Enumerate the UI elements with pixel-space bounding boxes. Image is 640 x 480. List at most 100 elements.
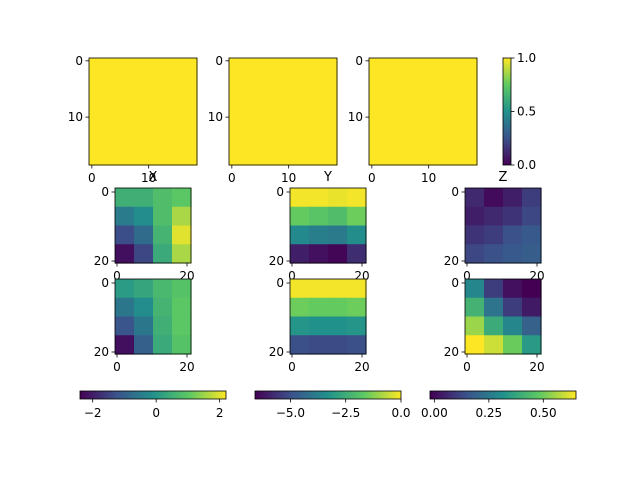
y-tick-label: 0 — [101, 185, 109, 199]
heatmap-cell — [522, 188, 542, 208]
heatmap-cell — [503, 188, 523, 208]
axes-frame — [464, 187, 542, 264]
heatmap-cell — [115, 335, 135, 355]
x-tick-label: 0 — [288, 269, 296, 283]
heatmap-cell — [328, 188, 348, 208]
colorbar-tick-label: 0.25 — [475, 406, 502, 420]
axes-frame — [88, 57, 198, 166]
colorbar-tick-label: 0.0 — [517, 158, 536, 172]
axes-frame — [464, 278, 542, 355]
heatmap-cell — [134, 297, 154, 318]
heatmap-cell — [290, 335, 310, 355]
panel-title: Y — [323, 170, 332, 185]
heatmap-cell — [503, 225, 523, 245]
heatmap-cell — [115, 188, 135, 208]
heatmap-cell — [347, 188, 367, 208]
x-tick-label: 20 — [529, 360, 544, 374]
heatmap-cell — [522, 206, 542, 227]
y-tick-label: 0 — [451, 185, 459, 199]
colorbar-tick-label: −2 — [84, 406, 102, 420]
heatmap-panel-top-2: 0 10 0 10 — [208, 54, 338, 185]
heatmap-cell — [290, 225, 310, 245]
heatmap-cell — [115, 316, 135, 336]
axes-frame — [368, 57, 478, 166]
heatmap-cell — [465, 279, 485, 299]
heatmap-cell — [522, 297, 542, 318]
heatmap-cell — [347, 244, 367, 264]
heatmap-panel-top-1: 0 10 0 10 — [68, 54, 198, 185]
panel-title: Z — [499, 170, 508, 185]
y-tick-label: 0 — [276, 276, 284, 290]
heatmap-cell — [153, 244, 173, 264]
heatmap-cell — [309, 206, 329, 227]
heatmap-cell — [134, 188, 154, 208]
heatmap-cell — [484, 279, 504, 299]
heatmap-cell — [328, 297, 348, 318]
heatmap-cell — [465, 244, 485, 264]
heatmap-cell — [172, 297, 192, 318]
heatmap-cell — [229, 58, 338, 166]
heatmap-cell — [290, 206, 310, 227]
heatmap-cell — [465, 188, 485, 208]
heatmap-cell — [484, 335, 504, 355]
heatmap-cell — [465, 225, 485, 245]
heatmap-cell — [484, 244, 504, 264]
colorbar-gradient — [80, 391, 226, 399]
heatmap-cell — [115, 225, 135, 245]
heatmap-cell — [153, 335, 173, 355]
x-tick-label: 20 — [179, 360, 194, 374]
heatmap-cell — [484, 316, 504, 336]
heatmap-cell — [328, 335, 348, 355]
axes-frame — [114, 278, 192, 355]
y-tick-label: 10 — [208, 110, 223, 124]
colorbar-tick-label: 2 — [216, 406, 224, 420]
colorbar-horizontal: 0.00 0.25 0.50 — [421, 390, 577, 420]
heatmap-cell — [153, 316, 173, 336]
x-tick-label: 0 — [463, 269, 471, 283]
heatmap-cell — [153, 297, 173, 318]
heatmap-cell — [153, 225, 173, 245]
heatmap-cell — [522, 225, 542, 245]
heatmap-cell — [172, 188, 192, 208]
heatmap-cell — [503, 206, 523, 227]
colorbar-tick-label: 1.0 — [517, 51, 536, 65]
heatmap-cell — [115, 297, 135, 318]
x-tick-label: 0 — [368, 171, 376, 185]
heatmap-panel-top-3: 0 10 0 10 — [348, 54, 478, 185]
colorbar-frame — [429, 390, 577, 400]
axes-frame — [114, 187, 192, 264]
heatmap-panel-bottom-2: 0 20 0 20 — [269, 276, 370, 374]
y-tick-label: 20 — [94, 345, 109, 359]
heatmap-cell — [522, 279, 542, 299]
heatmap-cell — [134, 335, 154, 355]
heatmap-cell — [347, 225, 367, 245]
heatmap-cell — [347, 316, 367, 336]
y-tick-label: 0 — [451, 276, 459, 290]
heatmap-cell — [134, 206, 154, 227]
heatmap-cell — [328, 244, 348, 264]
heatmap-cell — [290, 279, 310, 299]
heatmap-cell — [153, 188, 173, 208]
colorbar-tick-label: 0.0 — [391, 406, 410, 420]
heatmap-cell — [503, 297, 523, 318]
colorbar-frame — [254, 390, 402, 400]
heatmap-cell — [328, 279, 348, 299]
axes-frame — [289, 278, 367, 355]
axes-frame — [228, 57, 338, 166]
heatmap-cell — [503, 335, 523, 355]
y-tick-label: 0 — [101, 276, 109, 290]
x-tick-label: 10 — [141, 171, 156, 185]
y-tick-label: 20 — [94, 254, 109, 268]
colorbar-tick-label: −2.5 — [331, 406, 360, 420]
x-tick-label: 0 — [288, 360, 296, 374]
heatmap-cell — [465, 335, 485, 355]
colorbar-vertical: 0.0 0.5 1.0 — [502, 51, 536, 172]
heatmap-cell — [134, 225, 154, 245]
x-tick-label: 0 — [113, 269, 121, 283]
colorbar-horizontal: −2 0 2 — [79, 390, 227, 420]
colorbar-gradient — [430, 391, 576, 399]
heatmap-cell — [309, 335, 329, 355]
y-tick-label: 10 — [68, 110, 83, 124]
